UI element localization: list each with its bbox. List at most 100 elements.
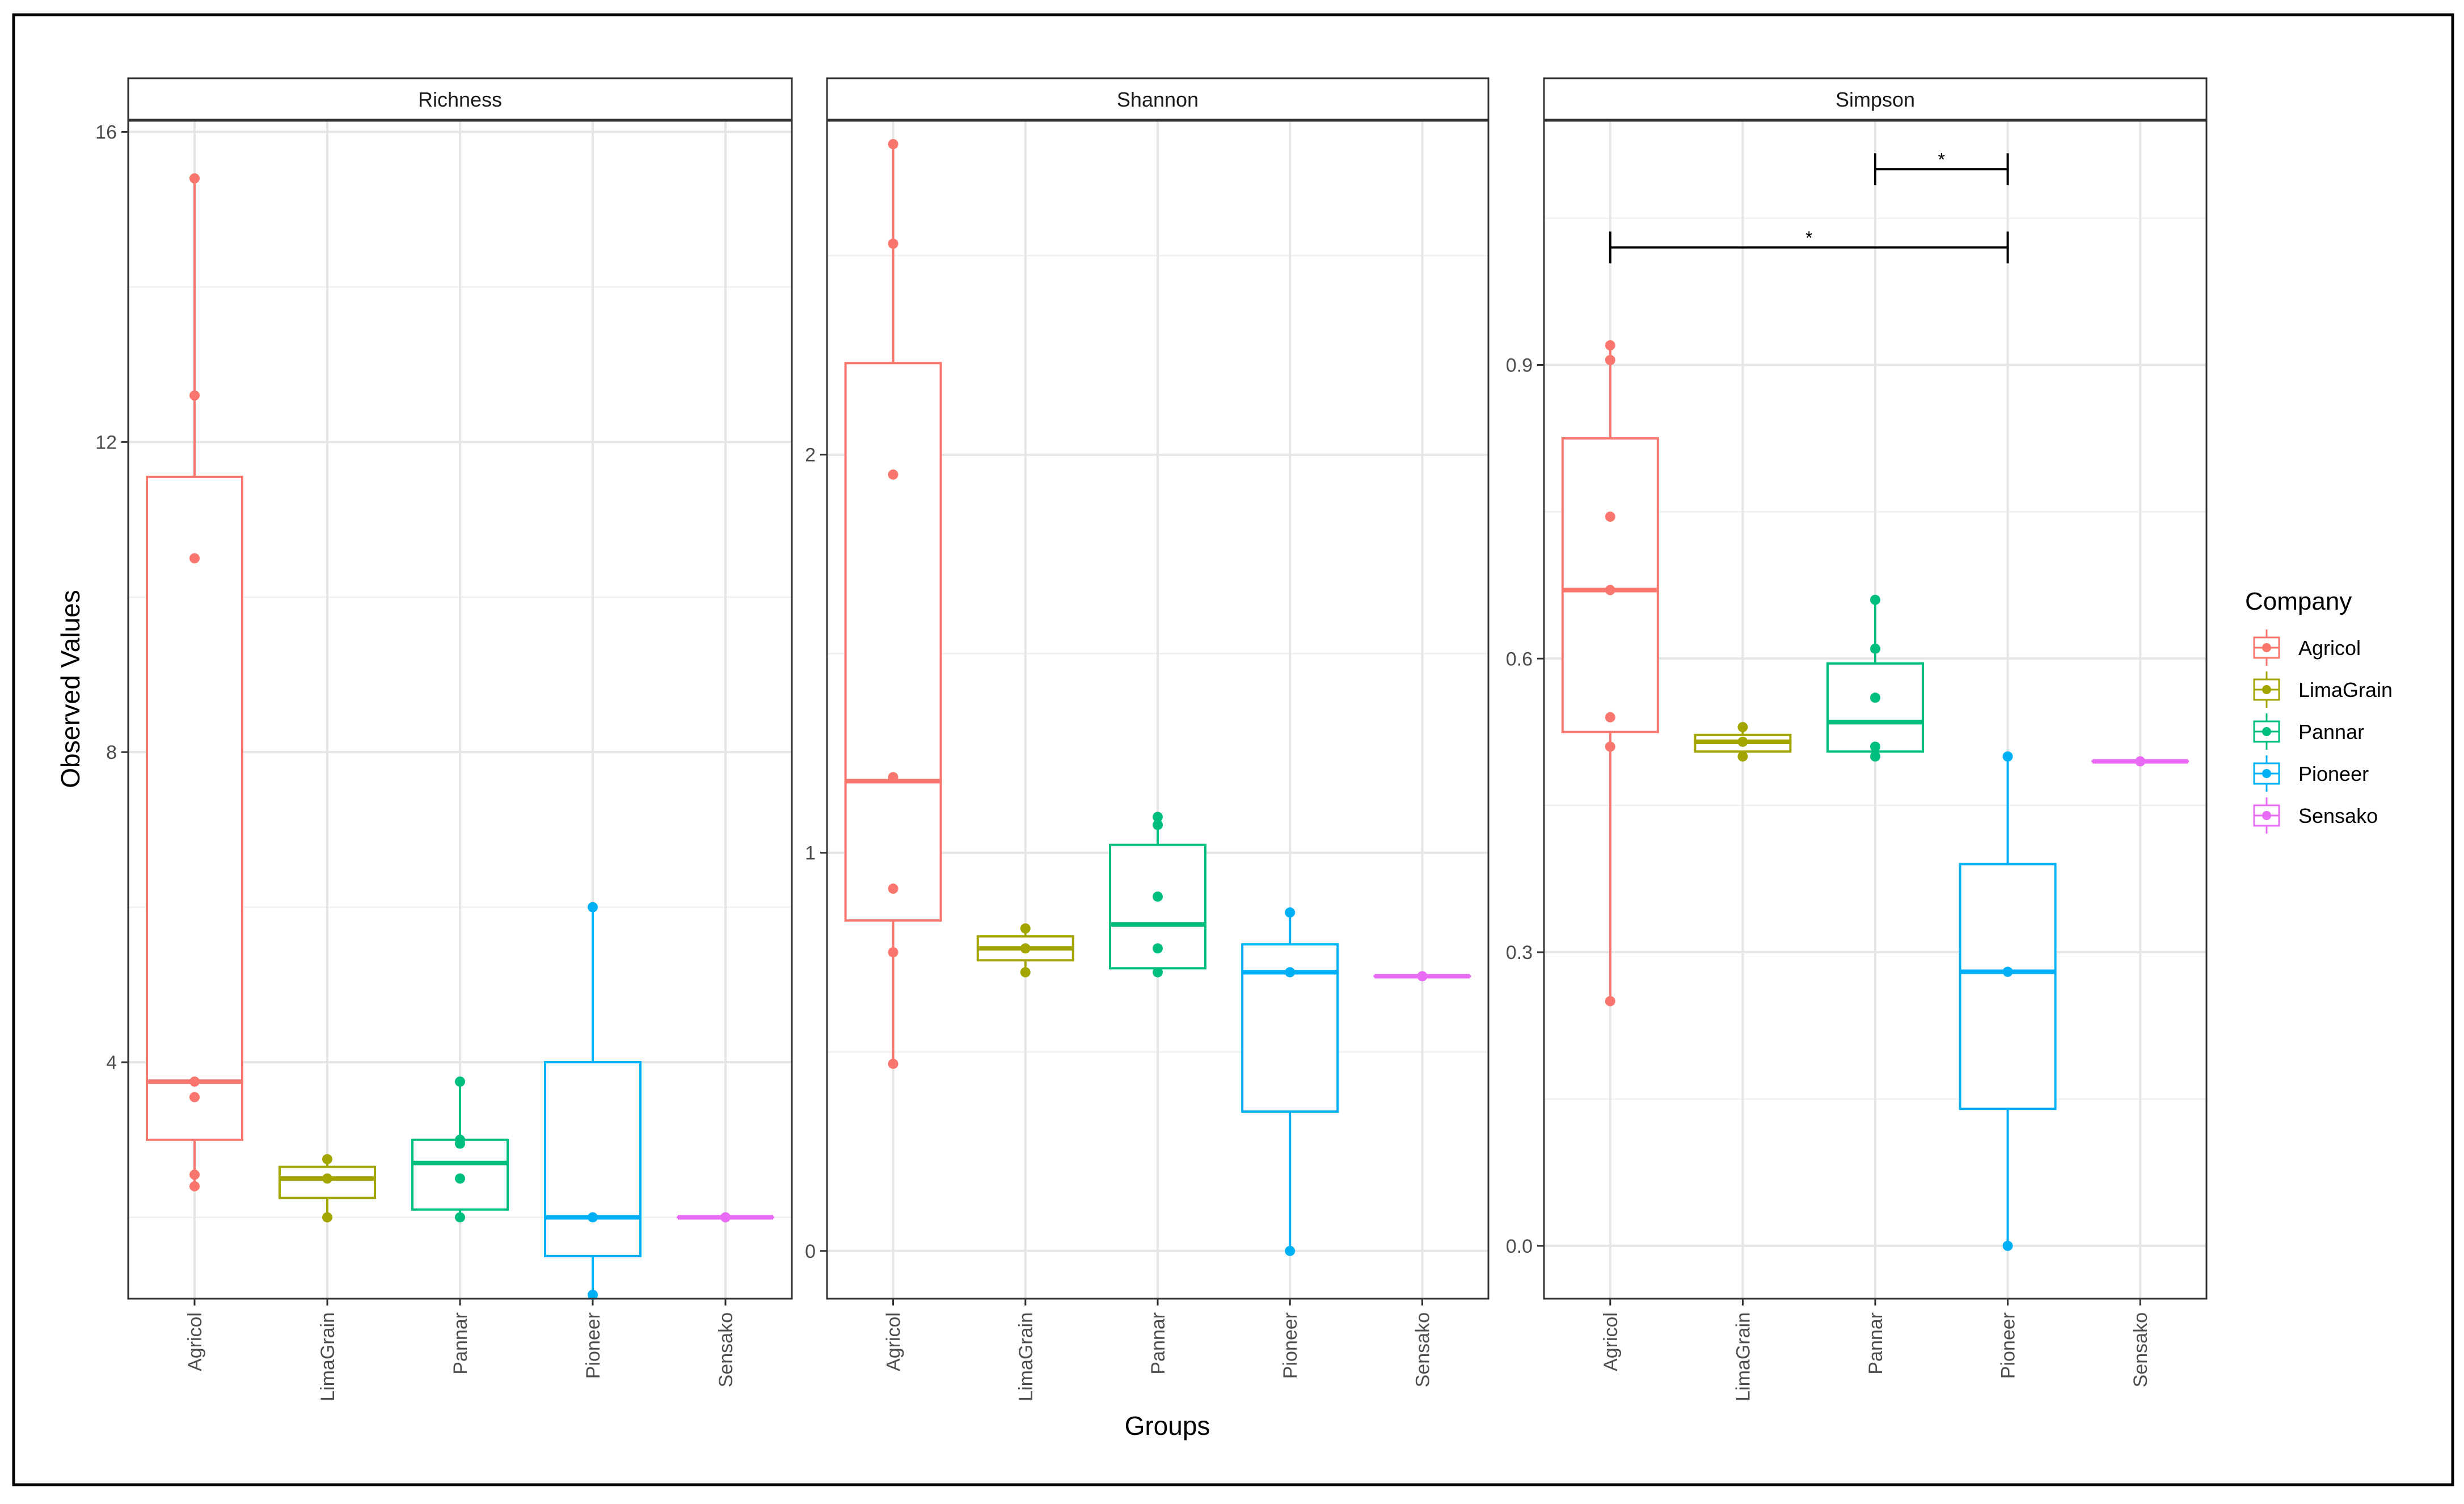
data-point xyxy=(1020,967,1031,978)
data-point xyxy=(1153,819,1163,830)
data-point xyxy=(720,1212,731,1223)
y-tick-label: 0.9 xyxy=(1506,354,1533,376)
strip-title: Shannon xyxy=(1117,88,1199,111)
data-point xyxy=(1153,891,1163,902)
x-tick-label: Pannar xyxy=(450,1312,471,1375)
data-point xyxy=(1605,354,1615,365)
box-pioneer xyxy=(544,907,642,1295)
data-point xyxy=(322,1173,332,1184)
y-tick-label: 1 xyxy=(805,843,816,864)
x-tick-label: Pannar xyxy=(1147,1312,1169,1375)
data-point xyxy=(888,947,898,958)
significance-label: * xyxy=(1938,149,1945,170)
data-point xyxy=(1605,340,1615,350)
box-body xyxy=(844,362,942,922)
legend-label: LimaGrain xyxy=(2298,678,2393,702)
y-tick-label: 16 xyxy=(95,122,117,143)
strip-title: Richness xyxy=(418,88,502,111)
legend-label: Pannar xyxy=(2298,720,2364,743)
panel-border xyxy=(127,119,793,1300)
data-point xyxy=(1870,692,1880,703)
data-point xyxy=(1605,712,1615,723)
data-point xyxy=(189,553,200,564)
data-point xyxy=(1605,996,1615,1007)
strip-background xyxy=(826,77,1490,121)
data-point xyxy=(888,238,898,249)
legend: Company Agricol LimaGrain Pannar Pioneer Sen… xyxy=(2245,588,2393,834)
y-tick-label: 0.6 xyxy=(1506,648,1533,670)
legend-label: Sensako xyxy=(2298,804,2378,827)
x-axis-label: Groups xyxy=(1125,1411,1210,1440)
legend-key-point xyxy=(2262,811,2271,820)
x-tick-label: Pioneer xyxy=(1280,1312,1301,1379)
legend-key-point xyxy=(2262,643,2271,652)
box-body xyxy=(1826,662,1924,753)
data-point xyxy=(1020,923,1031,934)
data-point xyxy=(1870,751,1880,762)
significance-bracket: * xyxy=(1874,149,2009,185)
significance-bracket: * xyxy=(1609,227,2009,264)
x-tick-label: Sensako xyxy=(715,1312,737,1387)
data-point xyxy=(322,1154,332,1164)
significance-label: * xyxy=(1805,227,1812,248)
x-tick-label: Sensako xyxy=(2130,1312,2151,1387)
y-tick-label: 4 xyxy=(106,1052,117,1074)
legend-title: Company xyxy=(2245,588,2352,615)
y-tick-label: 0 xyxy=(805,1241,816,1262)
x-tick-label: LimaGrain xyxy=(1015,1312,1037,1401)
data-point xyxy=(588,1212,598,1223)
box-body xyxy=(1959,863,2057,1110)
legend-key-point xyxy=(2262,727,2271,736)
legend-label: Pioneer xyxy=(2298,762,2369,785)
legend-entry-sensako: Sensako xyxy=(2253,797,2378,834)
data-point xyxy=(1020,943,1031,954)
x-tick-label: Agricol xyxy=(184,1312,206,1371)
strip-background xyxy=(127,77,793,121)
legend-key-point xyxy=(2262,769,2271,778)
data-point xyxy=(189,1169,200,1180)
data-point xyxy=(1737,751,1748,762)
legend-entry-pannar: Pannar xyxy=(2253,713,2364,750)
data-point xyxy=(189,1181,200,1192)
box-body xyxy=(146,475,243,1141)
data-point xyxy=(2002,966,2013,977)
data-point xyxy=(888,772,898,783)
data-point xyxy=(2002,751,2013,762)
x-tick-label: Sensako xyxy=(1412,1312,1433,1387)
box-agricol xyxy=(844,144,942,1064)
data-point xyxy=(888,1058,898,1069)
x-tick-label: Pannar xyxy=(1865,1312,1887,1375)
data-point xyxy=(1285,1245,1296,1256)
data-point xyxy=(1605,511,1615,522)
data-point xyxy=(1285,907,1296,918)
data-point xyxy=(588,1290,598,1300)
y-tick-label: 0.0 xyxy=(1506,1236,1533,1257)
legend-entry-agricol: Agricol xyxy=(2253,630,2361,666)
x-tick-label: Pioneer xyxy=(1998,1312,2019,1379)
data-point xyxy=(1605,741,1615,752)
data-point xyxy=(1870,643,1880,654)
data-point xyxy=(2135,756,2146,767)
data-point xyxy=(888,883,898,894)
panel-border xyxy=(1543,119,2208,1300)
data-point xyxy=(1870,741,1880,752)
box-body xyxy=(544,1061,642,1257)
data-point xyxy=(1153,943,1163,954)
strip-background xyxy=(1543,77,2208,121)
legend-entry-pioneer: Pioneer xyxy=(2253,755,2369,792)
legend-label: Agricol xyxy=(2298,636,2361,660)
box-pannar xyxy=(1826,599,1924,757)
data-point xyxy=(1737,722,1748,733)
data-point xyxy=(2002,1240,2013,1251)
data-point xyxy=(322,1212,332,1223)
data-point xyxy=(189,390,200,401)
data-point xyxy=(1605,585,1615,595)
data-point xyxy=(1153,967,1163,978)
y-tick-label: 8 xyxy=(106,742,117,763)
data-point xyxy=(189,1076,200,1087)
panel-richness: 4 8 12 16 Agricol LimaGrain Pannar Pioneer Sensa… xyxy=(95,77,793,1401)
data-point xyxy=(1737,736,1748,747)
data-point xyxy=(1153,812,1163,822)
data-point xyxy=(888,469,898,480)
x-tick-label: Agricol xyxy=(883,1312,905,1371)
